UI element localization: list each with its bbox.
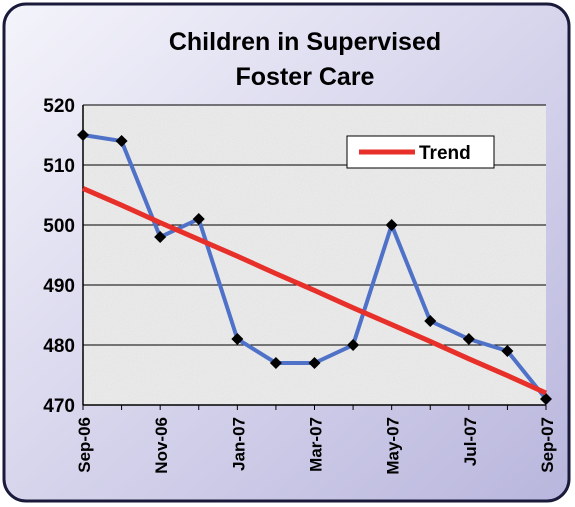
chart-title: Children in Supervised	[169, 28, 441, 56]
x-tick-label: Sep-06	[75, 417, 94, 473]
x-tick-label: Sep-07	[538, 417, 557, 473]
y-tick-label: 500	[43, 216, 75, 237]
data-point	[501, 345, 514, 357]
y-tick-label: 520	[43, 96, 75, 117]
data-point	[462, 333, 475, 345]
data-point	[154, 231, 167, 243]
x-tick-label: Jul-07	[461, 417, 480, 466]
y-tick-label: 470	[43, 396, 75, 417]
data-point	[385, 219, 398, 231]
y-tick-label: 480	[43, 336, 75, 357]
data-point	[269, 357, 282, 369]
data-point	[115, 135, 128, 147]
x-tick-label: Mar-07	[307, 417, 326, 472]
y-tick-label: 510	[43, 156, 75, 177]
trend-line	[82, 186, 548, 396]
data-point	[308, 357, 321, 369]
legend-label: Trend	[419, 143, 471, 164]
data-point	[192, 213, 205, 225]
y-tick-label: 490	[43, 276, 75, 297]
chart-title: Foster Care	[236, 63, 375, 91]
data-point	[77, 129, 89, 141]
x-tick-label: Jan-07	[229, 417, 248, 471]
x-tick-label: Nov-06	[152, 417, 171, 474]
data-point	[347, 339, 360, 351]
x-tick-label: May-07	[384, 417, 403, 475]
data-point	[231, 333, 244, 345]
data-point	[424, 315, 437, 327]
data-point	[540, 393, 552, 405]
